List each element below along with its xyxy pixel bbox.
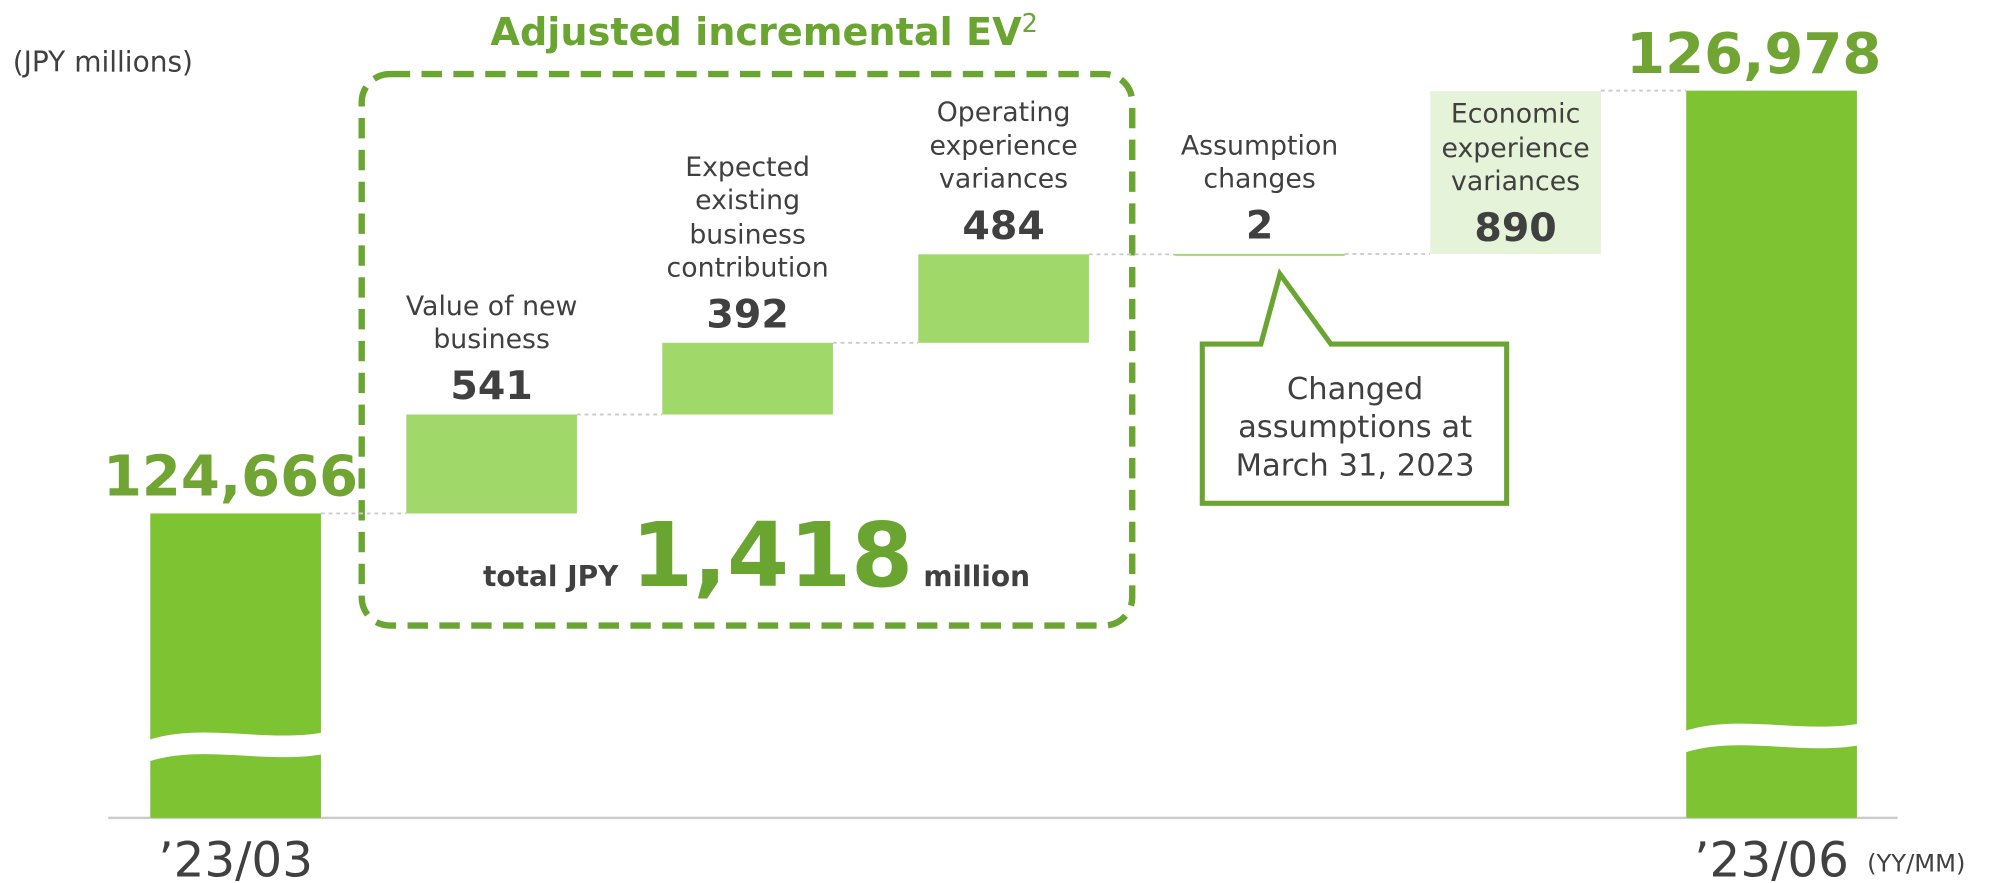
- category-label-wrap: Operating experience variances: [902, 17, 1106, 195]
- category-label-wrap: Economic experience variances: [1414, 20, 1618, 198]
- x-tick-label: ’23/03: [158, 832, 313, 883]
- bar: [1174, 253, 1345, 256]
- category-label-box: Assumption changes: [1158, 17, 1362, 195]
- category-label-wrap: Value of new business: [390, 178, 594, 356]
- bar: [918, 254, 1089, 343]
- category-label-wrap: Expected existing business contribution: [646, 106, 850, 284]
- category-label-box: Operating experience variances: [902, 17, 1106, 195]
- value-label: 484: [962, 203, 1044, 249]
- category-label: Assumption changes: [1180, 129, 1339, 194]
- callout-text: Changed assumptions at March 31, 2023: [1235, 370, 1475, 483]
- bar: [1686, 90, 1857, 818]
- category-label: Expected existing business contribution: [666, 151, 829, 283]
- title-superscript: 2: [1022, 9, 1038, 39]
- value-label: 890: [1474, 205, 1556, 251]
- axis-break: [1683, 723, 1860, 753]
- total-suffix: million: [923, 560, 1030, 593]
- category-label: Value of new business: [405, 290, 578, 355]
- callout-text-box: Changed assumptions at March 31, 2023: [1210, 359, 1500, 493]
- axis-break: [147, 732, 324, 762]
- total-value-label: 124,666: [103, 445, 358, 510]
- category-label-wrap: Assumption changes: [1158, 17, 1362, 195]
- total-value-label: 126,978: [1626, 22, 1881, 87]
- category-label-box: Economic experience variances: [1414, 20, 1618, 198]
- category-label-box: Expected existing business contribution: [646, 106, 850, 284]
- callout-box: [1199, 268, 1510, 506]
- category-label-box: Value of new business: [390, 178, 594, 356]
- x-unit-label: (YY/MM): [1867, 849, 1965, 877]
- callout-text-wrap: Changed assumptions at March 31, 2023: [1210, 359, 1500, 493]
- category-label: Economic experience variances: [1441, 98, 1590, 197]
- x-tick-label: ’23/06: [1694, 832, 1849, 883]
- total-text: total JPY 1,418 million: [483, 504, 1030, 608]
- chart-title: Adjusted incremental EV2: [490, 9, 1037, 55]
- title-text: Adjusted incremental EV: [490, 11, 1022, 55]
- total-prefix: total JPY: [483, 560, 619, 593]
- total-value: 1,418: [631, 504, 913, 608]
- value-label: 392: [706, 292, 788, 338]
- bar: [150, 513, 321, 818]
- bar: [1430, 91, 1601, 254]
- bar: [662, 342, 833, 415]
- value-label: 541: [450, 363, 532, 409]
- value-label: 2: [1246, 203, 1273, 249]
- category-label: Operating experience variances: [929, 96, 1078, 195]
- unit-label: (JPY millions): [13, 46, 193, 79]
- bar: [406, 414, 577, 514]
- group-box: [358, 70, 1136, 629]
